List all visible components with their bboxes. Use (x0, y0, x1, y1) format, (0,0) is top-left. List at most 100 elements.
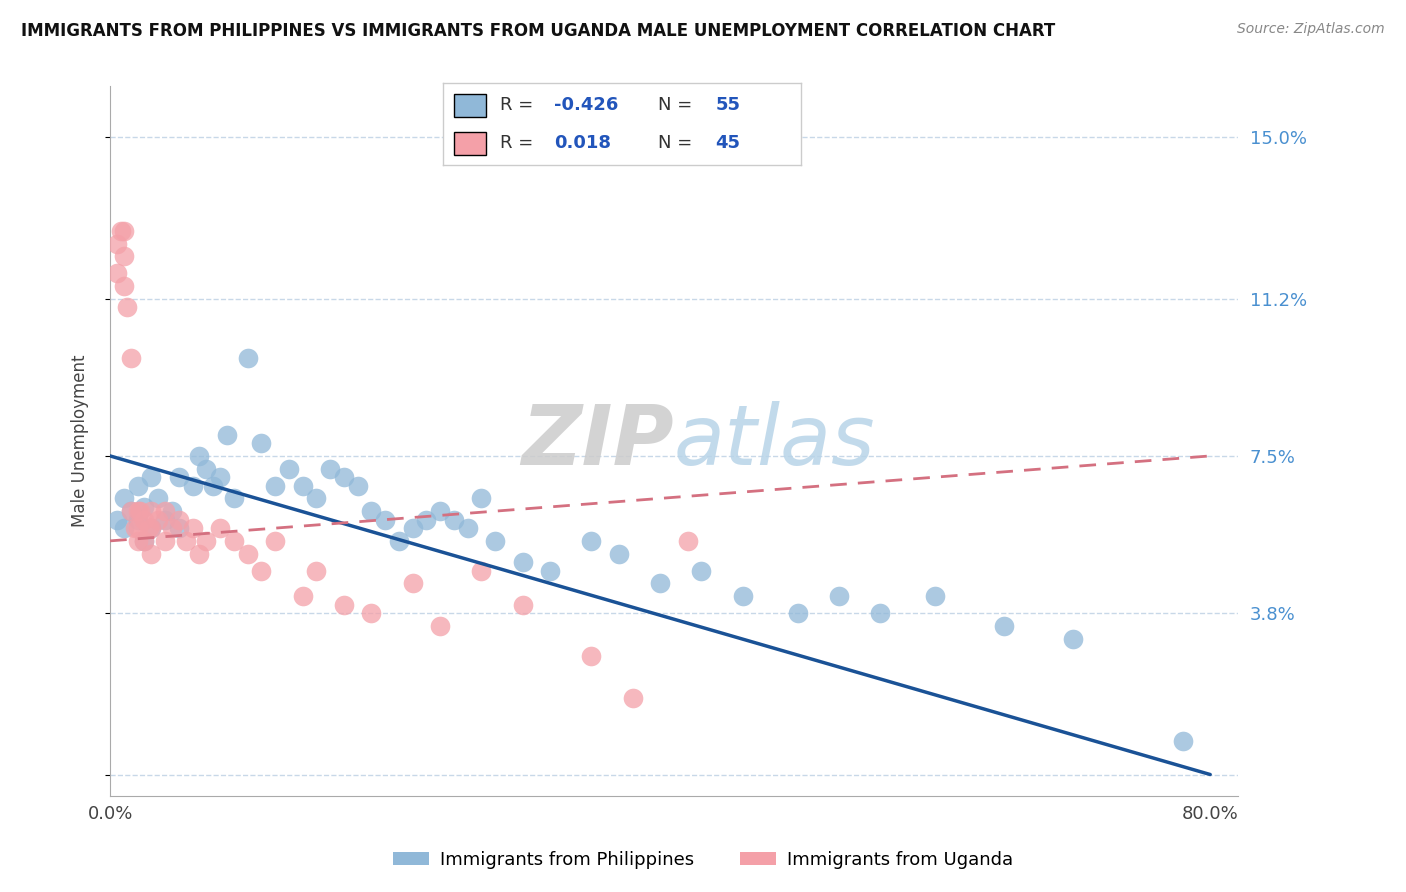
Point (141, 521, 163, 535)
Point (333, 598, 356, 612)
Point (538, 564, 561, 578)
Point (415, 513, 437, 527)
Point (1062, 632, 1084, 646)
Point (167, 513, 190, 527)
Point (153, 513, 176, 527)
Point (291, 478, 314, 492)
Point (470, 564, 492, 578)
Point (148, 513, 170, 527)
Point (305, 491, 328, 506)
Point (429, 504, 451, 518)
Point (360, 504, 382, 518)
Point (305, 564, 328, 578)
Point (153, 504, 176, 518)
Point (650, 576, 672, 591)
Point (174, 533, 197, 548)
Point (120, 351, 142, 366)
Point (138, 521, 160, 535)
Text: 55: 55 (716, 96, 741, 114)
Point (236, 547, 259, 561)
Point (401, 576, 423, 591)
Text: 0.018: 0.018 (554, 134, 612, 152)
Point (127, 521, 149, 535)
Point (291, 589, 314, 603)
Point (869, 606, 891, 620)
Text: Source: ZipAtlas.com: Source: ZipAtlas.com (1237, 22, 1385, 37)
Point (319, 461, 342, 475)
Point (828, 589, 851, 603)
Point (110, 224, 132, 238)
Legend: Immigrants from Philippines, Immigrants from Uganda: Immigrants from Philippines, Immigrants … (387, 844, 1019, 876)
Point (153, 533, 176, 548)
Point (346, 478, 368, 492)
Point (264, 478, 287, 492)
Point (160, 521, 183, 535)
Point (209, 521, 232, 535)
Point (124, 521, 146, 535)
Point (134, 513, 156, 527)
Point (277, 461, 299, 475)
Point (236, 351, 259, 366)
Point (470, 491, 492, 506)
Point (105, 513, 128, 527)
Point (127, 533, 149, 548)
Point (621, 691, 644, 706)
Point (731, 589, 754, 603)
Point (222, 533, 245, 548)
Point (141, 504, 163, 518)
Point (457, 521, 479, 535)
Text: R =: R = (501, 134, 540, 152)
Point (141, 547, 163, 561)
Point (105, 236, 128, 251)
Point (134, 500, 156, 514)
Point (374, 513, 396, 527)
Point (141, 521, 163, 535)
Point (112, 249, 135, 263)
Point (484, 533, 506, 548)
Point (924, 589, 946, 603)
Point (148, 491, 170, 506)
Point (202, 478, 225, 492)
Point (188, 547, 211, 561)
Point (167, 521, 190, 535)
Point (127, 513, 149, 527)
Point (195, 461, 218, 475)
Point (993, 619, 1015, 633)
Point (120, 504, 142, 518)
Point (581, 533, 603, 548)
Point (690, 564, 713, 578)
Point (333, 470, 356, 484)
Point (512, 555, 534, 569)
Point (512, 598, 534, 612)
Y-axis label: Male Unemployment: Male Unemployment (72, 355, 89, 527)
Point (134, 533, 156, 548)
Point (129, 504, 152, 518)
Point (188, 449, 211, 463)
Point (676, 533, 699, 548)
Point (134, 533, 156, 548)
Point (222, 491, 245, 506)
Point (141, 470, 163, 484)
Text: N =: N = (658, 96, 697, 114)
Text: ZIP: ZIP (522, 401, 673, 482)
Text: 45: 45 (716, 134, 741, 152)
Text: IMMIGRANTS FROM PHILIPPINES VS IMMIGRANTS FROM UGANDA MALE UNEMPLOYMENT CORRELAT: IMMIGRANTS FROM PHILIPPINES VS IMMIGRANT… (21, 22, 1056, 40)
Point (120, 504, 142, 518)
Point (112, 279, 135, 293)
Point (388, 533, 411, 548)
Point (167, 470, 190, 484)
Point (160, 504, 183, 518)
Point (443, 513, 465, 527)
FancyBboxPatch shape (454, 95, 486, 118)
Point (360, 606, 382, 620)
Point (112, 521, 135, 535)
Point (250, 436, 273, 450)
Point (401, 521, 423, 535)
Text: N =: N = (658, 134, 697, 152)
Point (127, 504, 149, 518)
Text: atlas: atlas (673, 401, 876, 482)
Point (215, 427, 238, 442)
Text: -0.426: -0.426 (554, 96, 619, 114)
Point (181, 478, 204, 492)
Point (127, 478, 149, 492)
